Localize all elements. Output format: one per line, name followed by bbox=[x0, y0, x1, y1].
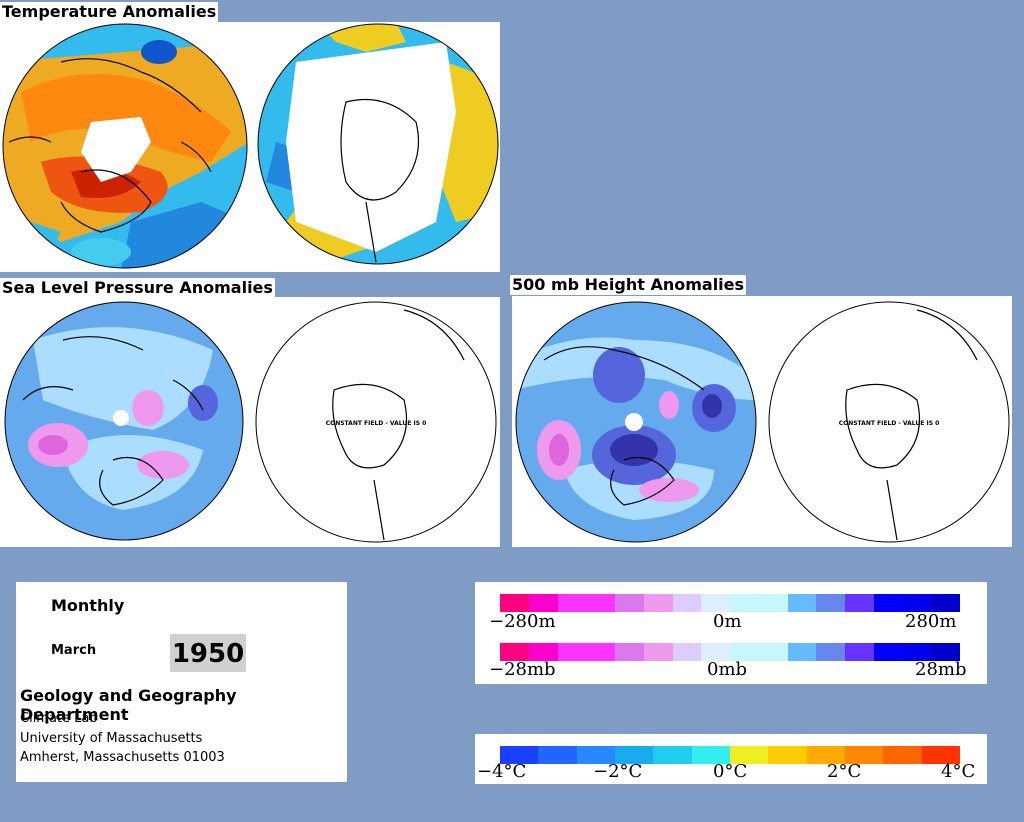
scale-swatch-12 bbox=[845, 643, 874, 661]
height-min-label: −280m bbox=[489, 611, 556, 632]
scale-swatch-7 bbox=[768, 746, 807, 764]
year-label: 1950 bbox=[170, 634, 246, 672]
scale-swatch-4 bbox=[615, 643, 644, 661]
scale-swatch-1 bbox=[528, 643, 558, 661]
month-label: March bbox=[51, 643, 97, 658]
scale-swatch-13 bbox=[873, 594, 903, 612]
scale-swatch-14 bbox=[902, 594, 932, 612]
pressure-mid-label: 0mb bbox=[707, 659, 748, 680]
scale-swatch-2 bbox=[557, 594, 587, 612]
scale-swatch-6 bbox=[672, 594, 702, 612]
scale-swatch-1 bbox=[538, 746, 577, 764]
scale-swatch-3 bbox=[586, 643, 615, 661]
scale-swatch-0 bbox=[500, 643, 529, 661]
pressure-color-scale bbox=[500, 643, 960, 661]
scale-swatch-9 bbox=[844, 746, 884, 764]
scale-swatch-9 bbox=[758, 594, 788, 612]
scale-swatch-13 bbox=[873, 643, 903, 661]
scale-swatch-7 bbox=[701, 594, 730, 612]
height-color-scale bbox=[500, 594, 960, 612]
pressure-max-label: 28mb bbox=[915, 659, 967, 680]
height500-north-map bbox=[515, 301, 757, 543]
temperature-title: Temperature Anomalies bbox=[0, 2, 219, 22]
scale-swatch-11 bbox=[921, 746, 960, 764]
height500-south-map: CONSTANT FIELD - VALUE IS 0 bbox=[768, 301, 1010, 543]
scale-swatch-4 bbox=[653, 746, 692, 764]
height500-title: 500 mb Height Anomalies bbox=[510, 275, 747, 295]
temp-label-3: 2°C bbox=[827, 761, 862, 782]
scale-swatch-11 bbox=[816, 594, 845, 612]
scale-swatch-8 bbox=[806, 746, 845, 764]
address-label: Amherst, Massachusetts 01003 bbox=[20, 750, 225, 765]
info-box: Monthly March 1950 Geology and Geography… bbox=[16, 582, 347, 782]
university-label: University of Massachusetts bbox=[20, 731, 203, 746]
height500-constant-field-label: CONSTANT FIELD - VALUE IS 0 bbox=[839, 420, 940, 427]
scale-swatch-8 bbox=[730, 643, 759, 661]
temp-label-0: −4°C bbox=[477, 761, 527, 782]
slp-constant-field-label: CONSTANT FIELD - VALUE IS 0 bbox=[326, 420, 427, 427]
scale-swatch-2 bbox=[576, 746, 615, 764]
scale-swatch-0 bbox=[500, 594, 529, 612]
slp-north-map bbox=[4, 301, 244, 541]
scale-swatch-15 bbox=[931, 643, 960, 661]
scale-swatch-11 bbox=[816, 643, 845, 661]
scale-swatch-10 bbox=[787, 594, 817, 612]
height-max-label: 280m bbox=[905, 611, 957, 632]
pressure-min-label: −28mb bbox=[489, 659, 556, 680]
temperature-north-map bbox=[2, 23, 248, 269]
scale-swatch-5 bbox=[643, 594, 673, 612]
scale-swatch-3 bbox=[586, 594, 615, 612]
lab-label: Climate Lab bbox=[20, 711, 98, 726]
scale-swatch-6 bbox=[729, 746, 769, 764]
temp-label-4: 4°C bbox=[941, 761, 976, 782]
scale-swatch-1 bbox=[528, 594, 558, 612]
scale-swatch-15 bbox=[931, 594, 960, 612]
scale-swatch-12 bbox=[845, 594, 874, 612]
temp-label-2: 0°C bbox=[713, 761, 748, 782]
scale-swatch-0 bbox=[500, 746, 539, 764]
temperature-legend: −4°C −2°C 0°C 2°C 4°C bbox=[475, 734, 987, 784]
scale-swatch-4 bbox=[615, 594, 644, 612]
scale-swatch-14 bbox=[902, 643, 932, 661]
scale-swatch-10 bbox=[883, 746, 922, 764]
scale-swatch-9 bbox=[758, 643, 788, 661]
temp-label-1: −2°C bbox=[593, 761, 643, 782]
scale-swatch-6 bbox=[672, 643, 702, 661]
scale-swatch-3 bbox=[614, 746, 654, 764]
period-label: Monthly bbox=[51, 596, 125, 615]
temperature-color-scale bbox=[500, 746, 960, 764]
slp-title: Sea Level Pressure Anomalies bbox=[0, 278, 275, 298]
scale-swatch-2 bbox=[557, 643, 587, 661]
scale-swatch-5 bbox=[643, 643, 673, 661]
scale-swatch-5 bbox=[691, 746, 730, 764]
temperature-south-map bbox=[257, 23, 499, 265]
height-mid-label: 0m bbox=[713, 611, 742, 632]
scale-swatch-10 bbox=[787, 643, 817, 661]
height-pressure-legend: −280m 0m 280m −28mb 0mb 28mb bbox=[475, 582, 987, 684]
department-label: Geology and Geography Department bbox=[20, 686, 237, 724]
scale-swatch-8 bbox=[730, 594, 759, 612]
slp-south-map: CONSTANT FIELD - VALUE IS 0 bbox=[255, 301, 497, 543]
scale-swatch-7 bbox=[701, 643, 730, 661]
